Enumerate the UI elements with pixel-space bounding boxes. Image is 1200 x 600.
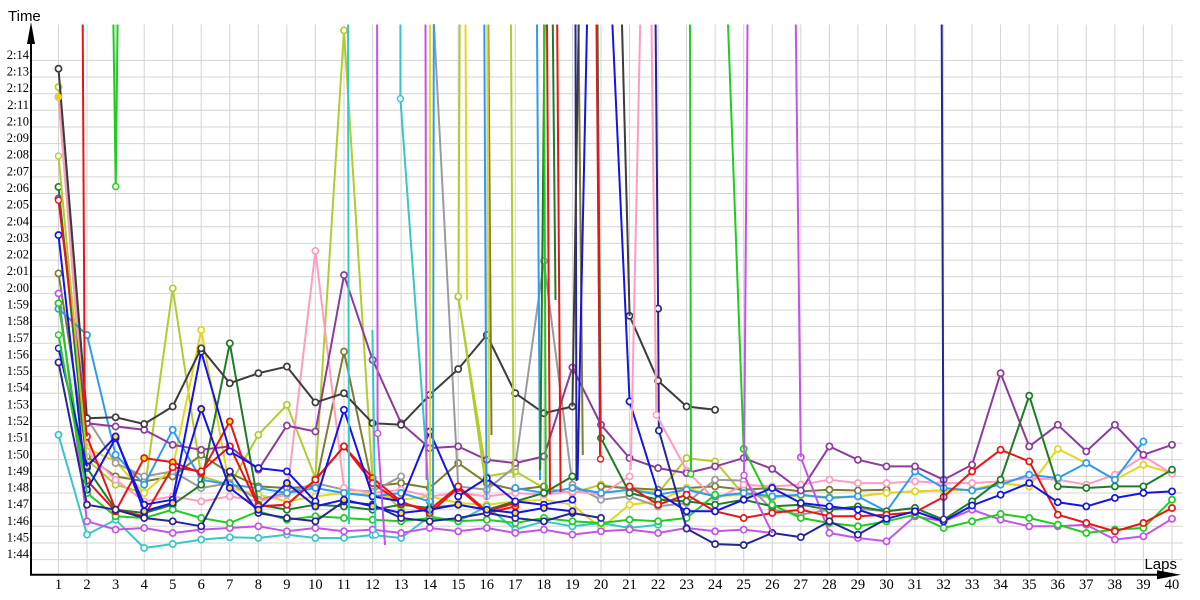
svg-text:1: 1 [55,577,62,593]
svg-text:1:45: 1:45 [7,531,29,545]
svg-text:1:54: 1:54 [7,381,30,395]
svg-text:7: 7 [226,577,233,593]
svg-text:4: 4 [141,577,149,593]
svg-text:12: 12 [365,577,380,593]
svg-text:26: 26 [765,577,780,593]
svg-text:2:06: 2:06 [7,181,29,195]
svg-text:1:55: 1:55 [7,364,29,378]
svg-text:30: 30 [879,577,894,593]
svg-text:2:03: 2:03 [7,231,29,245]
svg-text:1:53: 1:53 [7,397,29,411]
svg-text:1:56: 1:56 [7,347,29,361]
svg-text:36: 36 [1051,577,1066,593]
svg-text:17: 17 [508,577,523,593]
svg-text:23: 23 [679,577,694,593]
svg-text:8: 8 [255,577,262,593]
svg-text:1:59: 1:59 [7,298,29,312]
svg-text:2:13: 2:13 [7,65,29,79]
svg-text:2:10: 2:10 [7,115,29,129]
svg-text:1:51: 1:51 [7,431,29,445]
svg-text:2: 2 [83,577,90,593]
svg-text:1:48: 1:48 [7,481,29,495]
svg-text:2:09: 2:09 [7,131,29,145]
svg-text:2:02: 2:02 [7,248,29,262]
svg-text:29: 29 [851,577,866,593]
svg-text:40: 40 [1165,577,1180,593]
svg-text:2:01: 2:01 [7,264,29,278]
svg-text:25: 25 [736,577,751,593]
svg-text:21: 21 [622,577,637,593]
svg-text:1:46: 1:46 [7,514,29,528]
svg-text:2:05: 2:05 [7,198,29,212]
svg-text:35: 35 [1022,577,1037,593]
svg-text:2:11: 2:11 [7,98,29,112]
svg-text:13: 13 [394,577,409,593]
svg-text:9: 9 [283,577,290,593]
svg-text:27: 27 [794,577,809,593]
svg-text:Laps: Laps [1144,556,1177,573]
svg-text:20: 20 [594,577,609,593]
svg-text:34: 34 [993,577,1008,593]
svg-text:28: 28 [822,577,837,593]
svg-text:33: 33 [965,577,980,593]
svg-text:1:50: 1:50 [7,447,29,461]
svg-text:38: 38 [1108,577,1123,593]
svg-text:19: 19 [565,577,580,593]
svg-text:22: 22 [651,577,666,593]
svg-text:2:14: 2:14 [7,48,30,62]
svg-text:2:00: 2:00 [7,281,29,295]
svg-text:2:08: 2:08 [7,148,29,162]
svg-text:15: 15 [451,577,466,593]
svg-text:2:07: 2:07 [7,164,29,178]
svg-text:11: 11 [337,577,351,593]
svg-text:37: 37 [1079,577,1094,593]
svg-text:10: 10 [308,577,323,593]
svg-text:14: 14 [422,577,437,593]
svg-text:3: 3 [112,577,119,593]
svg-text:18: 18 [537,577,552,593]
svg-text:5: 5 [169,577,176,593]
svg-text:16: 16 [480,577,495,593]
svg-text:39: 39 [1136,577,1151,593]
svg-text:Time: Time [8,8,41,25]
svg-text:1:47: 1:47 [7,497,29,511]
svg-text:1:57: 1:57 [7,331,29,345]
svg-text:6: 6 [198,577,205,593]
svg-text:1:58: 1:58 [7,314,29,328]
svg-text:1:44: 1:44 [7,547,30,561]
svg-text:1:49: 1:49 [7,464,29,478]
svg-text:2:12: 2:12 [7,81,29,95]
svg-text:32: 32 [936,577,951,593]
svg-text:24: 24 [708,577,723,593]
svg-text:31: 31 [908,577,923,593]
svg-text:2:04: 2:04 [7,214,30,228]
svg-text:1:52: 1:52 [7,414,29,428]
